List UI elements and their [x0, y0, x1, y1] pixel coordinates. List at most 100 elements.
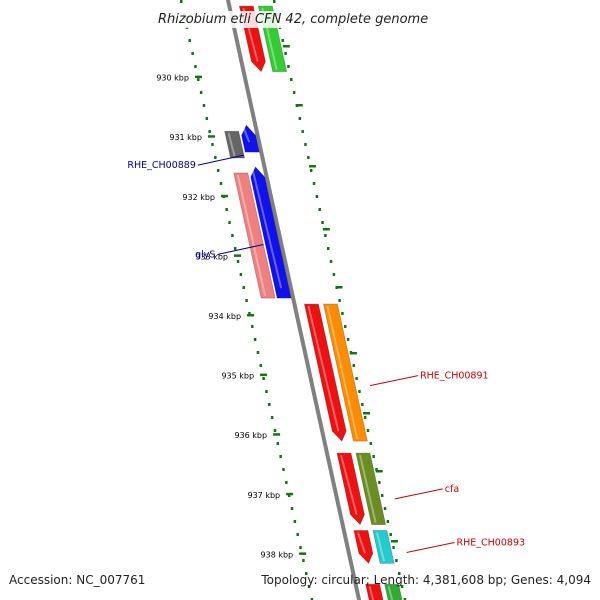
gc-dot-left: [279, 455, 282, 458]
gene-label: glyS: [195, 243, 264, 260]
gene-label-text: cfa: [445, 484, 459, 495]
gc-dot-right: [375, 468, 378, 471]
kbp-tick: 931 kbp: [169, 133, 215, 142]
gc-dot-left: [211, 143, 214, 146]
gc-dot-right: [287, 65, 290, 68]
gc-dot-left: [251, 325, 254, 328]
gc-dot-right: [332, 273, 336, 276]
gc-dot-right: [380, 494, 384, 497]
gc-dot-right: [361, 403, 364, 406]
gene-feature-9: [355, 452, 387, 525]
gc-dash: [309, 165, 317, 168]
gc-dot-right: [392, 546, 395, 549]
gc-dot-right: [307, 156, 310, 159]
gc-dot-left: [231, 234, 234, 237]
gc-dot-left: [276, 442, 280, 445]
kbp-tick-label: 935 kbp: [221, 372, 254, 381]
genome-summary-text: Topology: circular; Length: 4,381,608 bp…: [261, 573, 591, 587]
kbp-tick-mark: [260, 373, 268, 377]
gc-dot-left: [219, 182, 223, 185]
kbp-tick: 937 kbp: [248, 491, 294, 500]
gene-feature-highlight: [326, 305, 359, 440]
gene-feature-7: [322, 303, 368, 442]
gc-dash: [390, 540, 398, 543]
gene-feature-3: [241, 124, 260, 153]
gene-label-leader: [406, 541, 455, 553]
gc-dot-left: [205, 117, 209, 120]
gc-dash: [295, 104, 303, 107]
gene-feature-highlight: [368, 585, 375, 600]
genome-backbone: [225, 0, 362, 600]
gc-dot-right: [284, 52, 287, 55]
gc-dot-left: [296, 533, 299, 536]
gc-dot-left: [202, 104, 206, 107]
gene-label: RHE_CH00889: [127, 154, 244, 171]
kbp-tick: 934 kbp: [208, 312, 255, 321]
gc-dash: [349, 352, 357, 355]
gc-dot-left: [180, 0, 183, 3]
gc-dash: [363, 412, 371, 415]
gene-feature-4: [233, 172, 276, 299]
gc-dot-left: [225, 208, 228, 211]
kbp-tick-mark: [286, 492, 294, 496]
gc-dot-right: [329, 260, 333, 263]
gc-dot-right: [341, 312, 344, 315]
kbp-tick-mark: [207, 135, 215, 138]
gc-dot-left: [282, 468, 285, 471]
gc-dot-right: [292, 91, 296, 94]
gene-feature-11: [372, 530, 395, 564]
kbp-tick-mark: [221, 194, 229, 198]
gc-dot-right: [326, 247, 330, 250]
kbp-tick-mark: [273, 433, 281, 436]
gene-feature-highlight: [307, 305, 340, 432]
gc-dot-left: [216, 169, 220, 172]
kbp-tick-label: 931 kbp: [169, 133, 202, 142]
gc-dot-left: [304, 572, 308, 575]
gc-dot-right: [389, 533, 392, 536]
gene-feature-10: [353, 530, 374, 565]
kbp-tick-label: 938 kbp: [261, 550, 294, 559]
kbp-tick: 932 kbp: [182, 193, 229, 202]
gc-dot-right: [363, 416, 367, 419]
gene-feature-12: [365, 583, 384, 600]
gc-dash: [335, 286, 343, 289]
kbp-tick-mark: [247, 314, 255, 317]
gc-dot-right: [301, 130, 304, 133]
gene-label: RHE_CH00891: [369, 371, 489, 387]
gene-label-leader: [369, 375, 419, 387]
gc-dot-left: [259, 364, 263, 367]
gc-dot-left: [197, 78, 200, 81]
gene-label: cfa: [394, 484, 459, 500]
gc-dot-left: [307, 585, 311, 588]
gc-dot-right: [338, 299, 341, 302]
kbp-tick-mark: [299, 552, 307, 555]
gene-feature-2: [224, 130, 246, 159]
gene-feature-5: [250, 166, 292, 299]
gc-dot-right: [344, 325, 347, 328]
gc-dot-right: [321, 221, 324, 224]
gc-dot-right: [318, 208, 321, 211]
gene-label-text: RHE_CH00893: [457, 537, 525, 548]
gc-dot-right: [358, 390, 361, 393]
gc-dot-left: [236, 260, 240, 263]
kbp-tick-label: 930 kbp: [156, 74, 189, 83]
kbp-tick-label: 932 kbp: [182, 193, 215, 202]
gc-dot-left: [302, 559, 305, 562]
gc-dot-left: [233, 247, 237, 250]
gene-feature-highlight: [375, 532, 386, 562]
gc-dash: [282, 45, 290, 48]
kbp-tick-label: 933 kbp: [195, 252, 228, 261]
gc-dot-left: [248, 312, 251, 315]
gc-dot-right: [372, 455, 375, 458]
gc-dot-right: [290, 78, 293, 81]
gc-dot-left: [310, 598, 314, 600]
gc-dot-left: [290, 507, 294, 510]
gc-dot-left: [194, 65, 197, 68]
gc-dot-left: [188, 39, 192, 42]
gc-dot-right: [383, 507, 387, 510]
gc-dot-right: [395, 559, 398, 562]
kbp-tick: 933 kbp: [195, 252, 242, 261]
gc-dot-right: [366, 429, 370, 432]
